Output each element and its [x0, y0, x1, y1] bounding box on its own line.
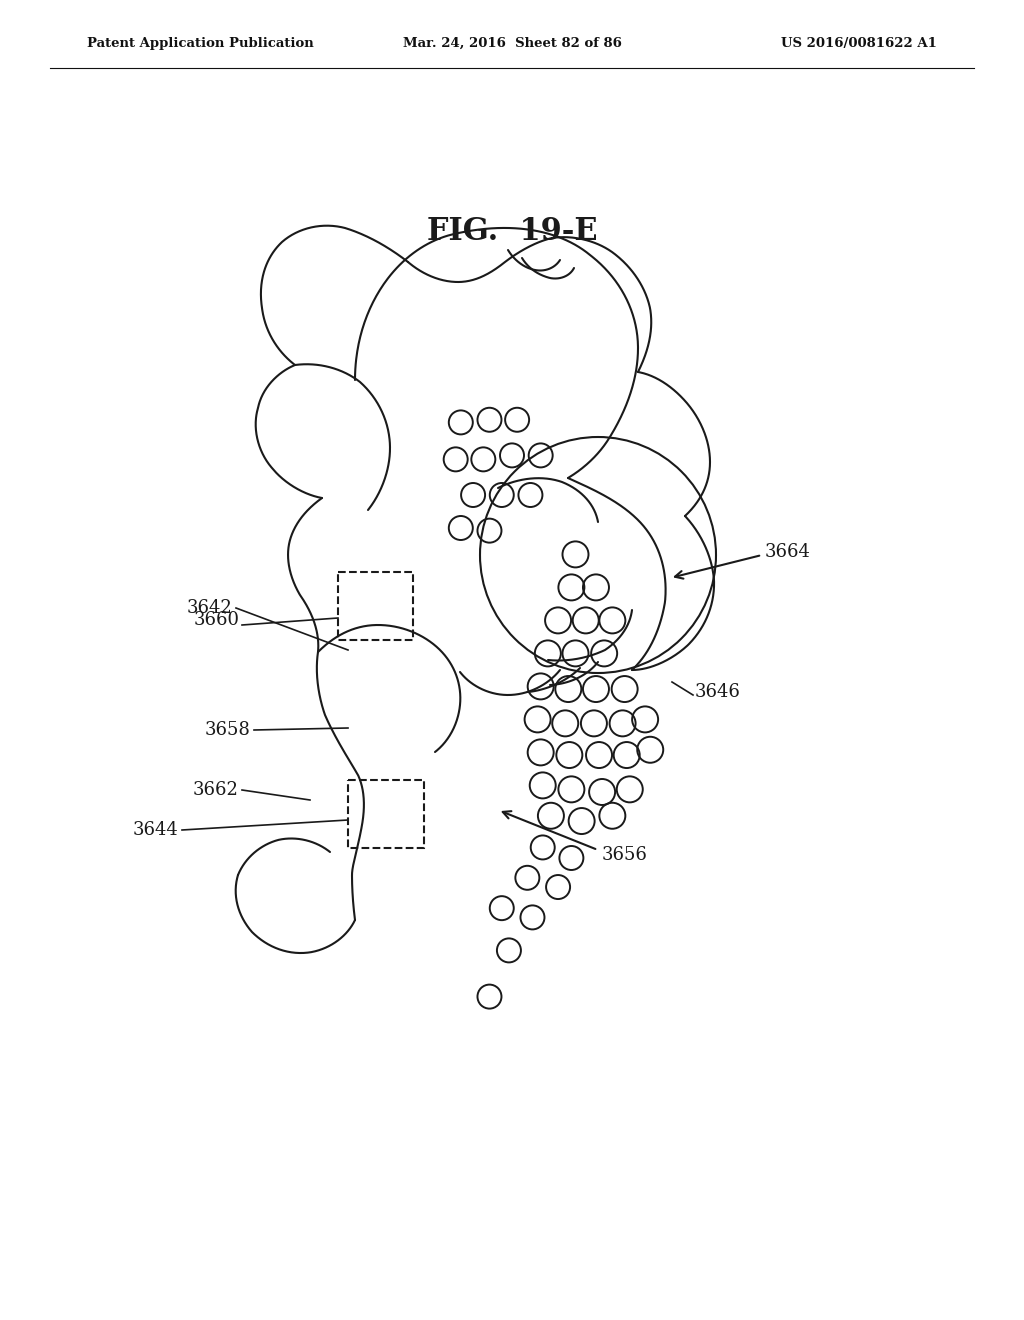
- Text: 3646: 3646: [695, 682, 741, 701]
- Text: 3656: 3656: [602, 846, 648, 865]
- Text: 3662: 3662: [193, 781, 238, 799]
- Text: US 2016/0081622 A1: US 2016/0081622 A1: [781, 37, 937, 50]
- Text: 3664: 3664: [765, 543, 811, 561]
- Text: 3642: 3642: [186, 599, 232, 616]
- Text: Mar. 24, 2016  Sheet 82 of 86: Mar. 24, 2016 Sheet 82 of 86: [402, 37, 622, 50]
- Text: 3658: 3658: [204, 721, 250, 739]
- Text: 3644: 3644: [132, 821, 178, 840]
- Text: Patent Application Publication: Patent Application Publication: [87, 37, 313, 50]
- Text: 3660: 3660: [194, 611, 240, 630]
- Bar: [348, 780, 424, 847]
- Bar: [338, 572, 413, 640]
- Text: FIG.  19-E: FIG. 19-E: [427, 215, 597, 247]
